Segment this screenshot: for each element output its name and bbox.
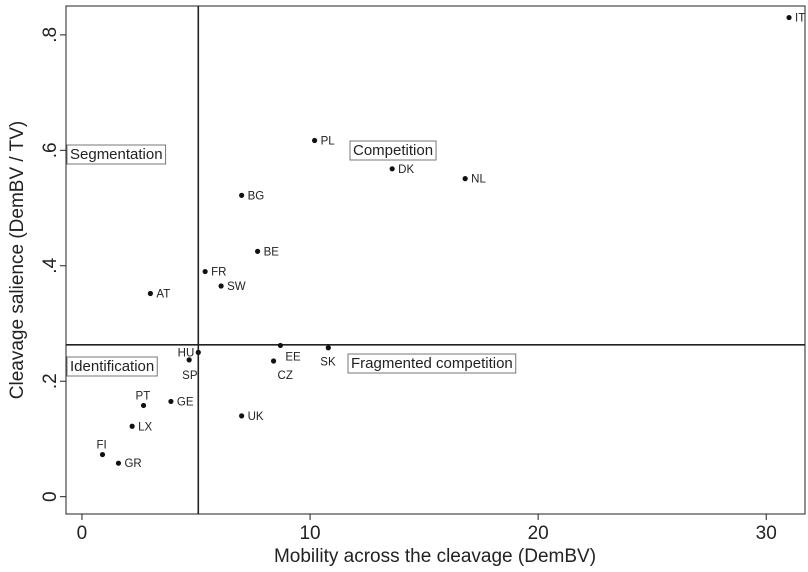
data-point-marker	[239, 413, 245, 419]
data-point-marker	[786, 14, 792, 21]
quadrant-label-text: Identification	[70, 358, 154, 375]
data-point-marker	[389, 166, 395, 172]
data-point-marker	[239, 192, 245, 198]
quadrant-labels: Segmentation Competition Identification Fra…	[66, 140, 517, 377]
data-point-label: UK	[248, 411, 264, 423]
x-tick-label: 30	[756, 523, 777, 544]
quadrant-label-box	[347, 353, 517, 374]
quadrant-label-box	[66, 356, 158, 377]
data-point-label: PL	[321, 136, 336, 148]
point-sk: SK	[320, 345, 336, 369]
point-pt: PT	[136, 390, 151, 409]
point-nl: NL	[462, 174, 486, 186]
data-point-marker	[254, 248, 261, 254]
plot-frame	[65, 5, 806, 515]
point-ge: GE	[168, 396, 194, 408]
y-tick-label: 0	[40, 491, 61, 502]
y-tick-label: .2	[40, 373, 61, 389]
data-point-marker	[312, 137, 318, 144]
x-tick-label: 20	[528, 523, 549, 544]
point-gr: GR	[115, 458, 142, 470]
y-tick-label: .6	[40, 142, 61, 158]
data-point-marker	[147, 290, 153, 297]
quadrant-label-box	[66, 144, 167, 165]
y-axis-label: Cleavage salience (DemBV / TV)	[7, 121, 28, 399]
data-point-label: AT	[156, 288, 170, 300]
point-cz: CZ	[270, 358, 293, 382]
reference-lines	[66, 6, 805, 514]
quadrant-label-competition: Competition	[349, 140, 437, 161]
point-it: IT	[786, 13, 805, 25]
data-point-label: FR	[211, 267, 226, 279]
point-sw: SW	[218, 281, 246, 293]
x-tick-label: 10	[299, 523, 320, 544]
point-at: AT	[147, 288, 170, 300]
quadrant-label-box	[349, 140, 437, 161]
point-bg: BG	[239, 190, 264, 202]
point-fi: FI	[96, 440, 107, 458]
quadrant-label-fragmented: Fragmented competition	[347, 353, 517, 374]
data-point-marker	[115, 460, 122, 466]
data-point-label: SP	[182, 370, 198, 382]
data-point-marker	[186, 357, 192, 363]
data-point-label: PT	[136, 390, 151, 402]
data-point-marker	[140, 402, 147, 409]
quadrant-label-text: Competition	[353, 142, 433, 159]
data-point-marker	[462, 176, 468, 182]
quadrant-label-segmentation: Segmentation	[66, 144, 167, 165]
point-pl: PL	[312, 136, 335, 148]
quadrant-label-text: Segmentation	[70, 146, 163, 163]
data-point-marker	[270, 358, 277, 364]
data-point-marker	[277, 342, 284, 349]
data-point-label: EE	[285, 351, 301, 363]
data-point-label: HU	[178, 347, 195, 359]
data-point-marker	[168, 398, 174, 405]
data-point-label: BG	[248, 190, 265, 202]
point-fr: FR	[202, 267, 226, 279]
y-tick-label: .4	[40, 257, 61, 273]
data-point-marker	[218, 283, 224, 289]
data-point-marker	[129, 423, 135, 429]
data-point-marker	[195, 349, 201, 355]
x-tick-label: 0	[77, 523, 88, 544]
data-point-label: IT	[795, 13, 805, 25]
data-point-marker	[99, 451, 106, 458]
x-axis: 0 10 20 30	[77, 514, 777, 544]
data-point-label: FI	[96, 440, 106, 452]
data-point-marker	[325, 345, 331, 351]
point-dk: DK	[389, 164, 414, 176]
data-point-label: SK	[320, 357, 336, 369]
point-lx: LX	[129, 421, 153, 433]
data-point-label: SW	[227, 281, 246, 293]
y-tick-label: .8	[40, 27, 61, 43]
x-axis-label: Mobility across the cleavage (DemBV)	[274, 546, 596, 567]
point-sp: SP	[182, 357, 198, 382]
data-point-label: GR	[124, 458, 141, 470]
data-point-label: GE	[177, 396, 194, 408]
data-point-label: LX	[138, 421, 152, 433]
data-point-marker	[202, 268, 208, 275]
point-ee: EE	[277, 342, 301, 363]
data-point-label: DK	[398, 164, 414, 176]
quadrant-label-text: Fragmented competition	[351, 355, 513, 372]
data-point-label: BE	[264, 246, 280, 258]
data-point-label: NL	[471, 174, 486, 186]
point-be: BE	[254, 246, 280, 258]
quadrant-label-identification: Identification	[66, 356, 158, 377]
y-axis: 0 .2 .4 .6 .8	[40, 27, 66, 502]
data-point-label: CZ	[278, 370, 293, 382]
point-hu: HU	[178, 347, 201, 359]
point-uk: UK	[239, 411, 264, 423]
